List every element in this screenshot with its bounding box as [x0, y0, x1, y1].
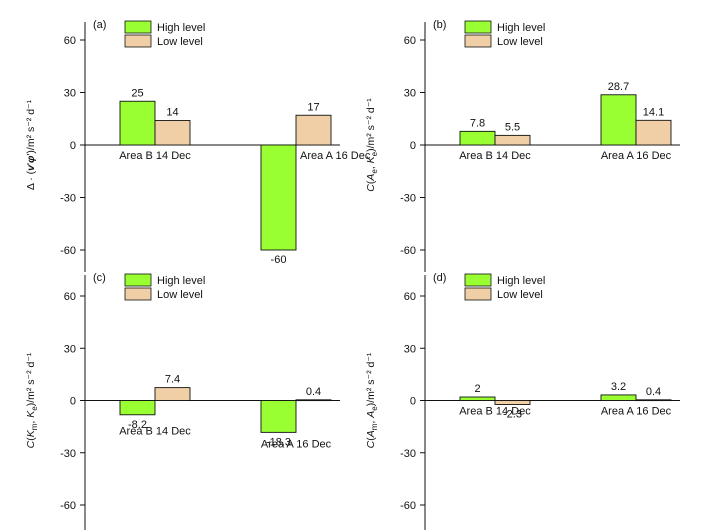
bar-low-area-a [635, 119, 672, 146]
panel-label: (d) [433, 272, 446, 284]
y-axis-label: Δ · (v'φ')/m² s⁻² d⁻¹ [25, 99, 37, 190]
y-tick-label: 60 [64, 35, 76, 47]
data-label: 17 [307, 101, 319, 113]
data-label: 0.4 [306, 386, 321, 398]
data-label: 25 [131, 87, 143, 99]
bar-low-area-b [154, 120, 191, 146]
legend-swatch-low [124, 34, 152, 48]
y-tick-label: -60 [400, 500, 416, 512]
legend-swatch-high [124, 273, 152, 287]
bar-low-area-a [295, 114, 332, 146]
bar-high-area-a [260, 144, 297, 251]
legend-label-low: Low level [497, 289, 543, 301]
data-label: 14 [166, 107, 178, 119]
y-tick-label: 0 [70, 140, 76, 152]
panel-label: (a) [93, 19, 106, 31]
y-tick-label: 60 [404, 291, 416, 303]
category-label: Area A 16 Dec [300, 150, 371, 162]
y-axis-label: C(Am, Ae)/m² s⁻² d⁻¹ [365, 352, 379, 448]
legend-label-high: High level [497, 22, 545, 34]
y-tick-label: -30 [400, 193, 416, 205]
legend-swatch-high [464, 20, 492, 34]
bar-high-area-b [119, 100, 156, 146]
category-label: Area B 14 Dec [459, 150, 531, 162]
y-tick-label: 0 [70, 396, 76, 408]
panel-a: 60 30 0 -30 -60 (a) High level Low level 25 14 Are… [25, 19, 371, 272]
legend-label-low: Low level [497, 36, 543, 48]
data-label: 3.2 [611, 381, 626, 393]
y-tick-label: -60 [400, 245, 416, 257]
y-tick-label: -60 [60, 500, 76, 512]
legend-swatch-low [124, 287, 152, 301]
bar-high-area-a [600, 94, 637, 146]
legend-label-high: High level [497, 275, 545, 287]
y-tick-label: -30 [400, 448, 416, 460]
data-label: -2.3 [503, 409, 522, 421]
panel-label: (c) [93, 272, 106, 284]
panel-label: (b) [433, 19, 446, 31]
category-label: Area A 16 Dec [601, 150, 672, 162]
bar-high-area-b [459, 130, 496, 146]
data-label: -8.2 [128, 419, 147, 431]
data-label: 2 [474, 383, 480, 395]
data-label: 5.5 [505, 121, 520, 133]
data-label: 14.1 [643, 106, 664, 118]
bar-high-area-b [459, 396, 496, 401]
panel-c: 60 30 0 -30 -60 (c) High level Low level -8.2 7.4… [25, 272, 340, 530]
bar-low-area-b [494, 400, 531, 405]
legend-swatch-high [464, 273, 492, 287]
category-label: Area A 16 Dec [601, 406, 672, 418]
legend-swatch-high [124, 20, 152, 34]
legend-swatch-low [464, 287, 492, 301]
y-tick-label: 30 [404, 343, 416, 355]
data-label: 28.7 [608, 81, 629, 93]
y-tick-label: 30 [404, 88, 416, 100]
bar-low-area-b [154, 387, 191, 401]
legend-label-high: High level [157, 275, 205, 287]
y-tick-label: 0 [410, 140, 416, 152]
y-tick-label: 30 [64, 343, 76, 355]
legend-label-low: Low level [157, 289, 203, 301]
y-tick-label: 0 [410, 396, 416, 408]
data-label: 7.4 [165, 374, 180, 386]
category-label: Area B 14 Dec [459, 406, 531, 418]
bar-low-area-b [494, 134, 531, 146]
y-tick-label: -30 [60, 448, 76, 460]
y-tick-label: 30 [64, 88, 76, 100]
y-axis-label: C(Km, Ke)/m² s⁻² d⁻¹ [25, 352, 39, 448]
data-label: -60 [271, 254, 287, 266]
y-tick-label: 60 [64, 291, 76, 303]
bar-high-area-a [260, 400, 297, 433]
category-label: Area A 16 Dec [261, 439, 332, 451]
data-label: 0.4 [646, 386, 661, 398]
y-tick-label: 60 [404, 35, 416, 47]
category-label: Area B 14 Dec [119, 150, 191, 162]
legend-label-low: Low level [157, 36, 203, 48]
legend-label-high: High level [157, 22, 205, 34]
category-label: Area B 14 Dec [119, 426, 191, 438]
bar-high-area-b [119, 400, 156, 416]
data-label: -18.3 [266, 436, 291, 448]
bar-low-area-a [295, 399, 332, 402]
panel-b: 60 30 0 -30 -60 (b) High level Low level 7.8 5.5 A… [365, 19, 680, 272]
bar-low-area-a [635, 399, 672, 402]
bar-high-area-a [600, 394, 637, 401]
y-tick-label: -60 [60, 245, 76, 257]
y-tick-label: -30 [60, 193, 76, 205]
legend-swatch-low [464, 34, 492, 48]
y-axis-label: C(Ae, Ke)/m² s⁻² d⁻¹ [365, 98, 379, 192]
data-label: 7.8 [470, 117, 485, 129]
